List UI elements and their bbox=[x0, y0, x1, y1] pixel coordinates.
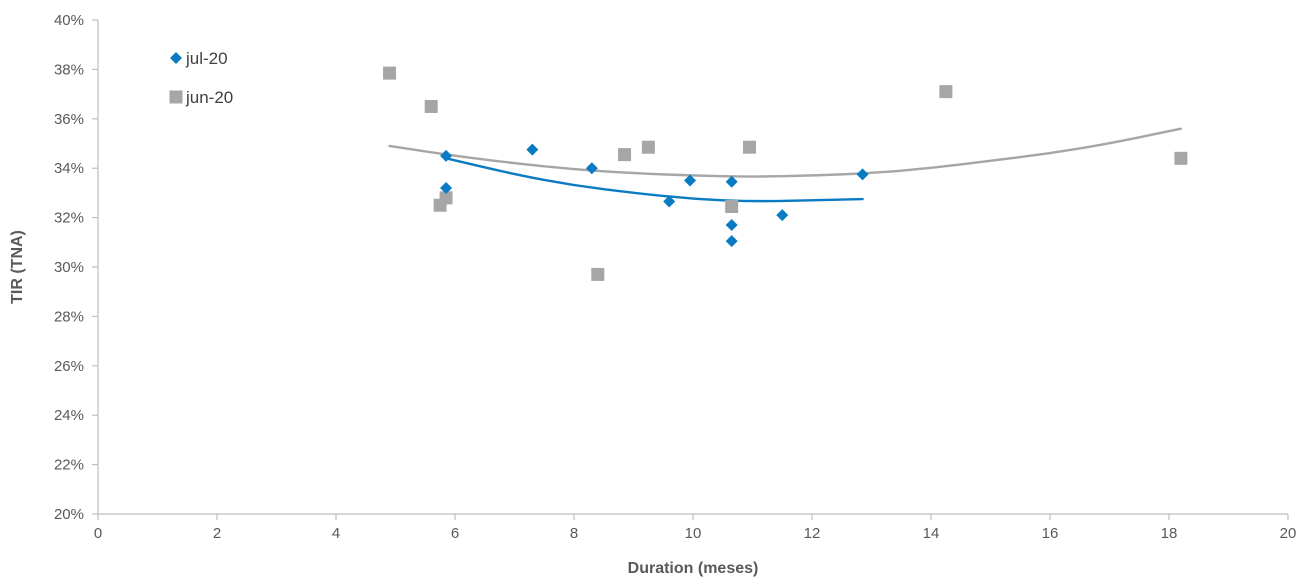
y-tick-label: 38% bbox=[54, 61, 84, 78]
x-tick-label: 10 bbox=[685, 525, 702, 542]
data-point-jul-20 bbox=[725, 235, 738, 248]
y-tick-label: 40% bbox=[54, 12, 84, 29]
data-point-jul-20 bbox=[440, 181, 453, 194]
x-tick-label: 16 bbox=[1042, 525, 1059, 542]
data-point-jul-20 bbox=[585, 162, 598, 175]
x-tick-label: 14 bbox=[923, 525, 940, 542]
x-tick-label: 6 bbox=[451, 525, 459, 542]
y-tick-label: 22% bbox=[54, 457, 84, 474]
data-point-jun-20 bbox=[641, 140, 655, 154]
y-tick-label: 24% bbox=[54, 407, 84, 424]
y-tick-label: 28% bbox=[54, 308, 84, 325]
data-point-jun-20 bbox=[939, 85, 953, 99]
x-axis-title: Duration (meses) bbox=[628, 560, 759, 577]
data-point-jun-20 bbox=[618, 148, 632, 162]
data-point-jun-20 bbox=[1174, 151, 1188, 165]
data-point-jul-20 bbox=[856, 168, 869, 181]
y-tick-label: 32% bbox=[54, 210, 84, 227]
data-point-jul-20 bbox=[663, 195, 676, 208]
legend: jul-20 jun-20 bbox=[169, 49, 233, 107]
y-ticks: 20% 22% 24% 26% 28% 30% 32% 34% 36% 38% 40% bbox=[54, 12, 98, 523]
legend-label-jun-20: jun-20 bbox=[185, 88, 233, 107]
data-point-jun-20 bbox=[424, 99, 438, 113]
y-tick-label: 34% bbox=[54, 160, 84, 177]
data-point-jun-20 bbox=[743, 140, 757, 154]
legend-marker-jun-20 bbox=[169, 90, 183, 104]
data-point-jun-20 bbox=[383, 66, 397, 80]
trend-line-jul-20 bbox=[444, 157, 864, 203]
y-tick-label: 26% bbox=[54, 358, 84, 375]
legend-label-jul-20: jul-20 bbox=[185, 49, 228, 68]
x-tick-label: 12 bbox=[804, 525, 821, 542]
y-tick-label: 30% bbox=[54, 259, 84, 276]
data-point-jul-20 bbox=[776, 209, 789, 222]
data-point-jul-20 bbox=[725, 175, 738, 188]
data-point-jul-20 bbox=[440, 149, 453, 162]
data-point-jul-20 bbox=[725, 219, 738, 232]
legend-marker-jul-20 bbox=[170, 52, 182, 64]
data-point-jul-20 bbox=[526, 143, 539, 156]
data-point-jun-20 bbox=[591, 267, 605, 281]
y-tick-label: 36% bbox=[54, 111, 84, 128]
x-ticks: 0 2 4 6 8 10 12 14 16 18 20 bbox=[94, 514, 1297, 542]
data-point-jun-20 bbox=[725, 199, 739, 213]
axes bbox=[97, 20, 1288, 515]
data-point-jun-20 bbox=[433, 198, 447, 212]
x-tick-label: 8 bbox=[570, 525, 578, 542]
y-tick-label: 20% bbox=[54, 506, 84, 523]
x-tick-label: 4 bbox=[332, 525, 340, 542]
x-tick-label: 2 bbox=[213, 525, 221, 542]
x-tick-label: 20 bbox=[1280, 525, 1297, 542]
data-point-jul-20 bbox=[684, 174, 697, 187]
y-axis-title: TIR (TNA) bbox=[9, 230, 26, 304]
trend-lines bbox=[388, 127, 1183, 203]
x-tick-label: 0 bbox=[94, 525, 102, 542]
trend-line-jun-20 bbox=[388, 127, 1183, 178]
x-tick-label: 18 bbox=[1161, 525, 1178, 542]
markers bbox=[383, 66, 1188, 281]
